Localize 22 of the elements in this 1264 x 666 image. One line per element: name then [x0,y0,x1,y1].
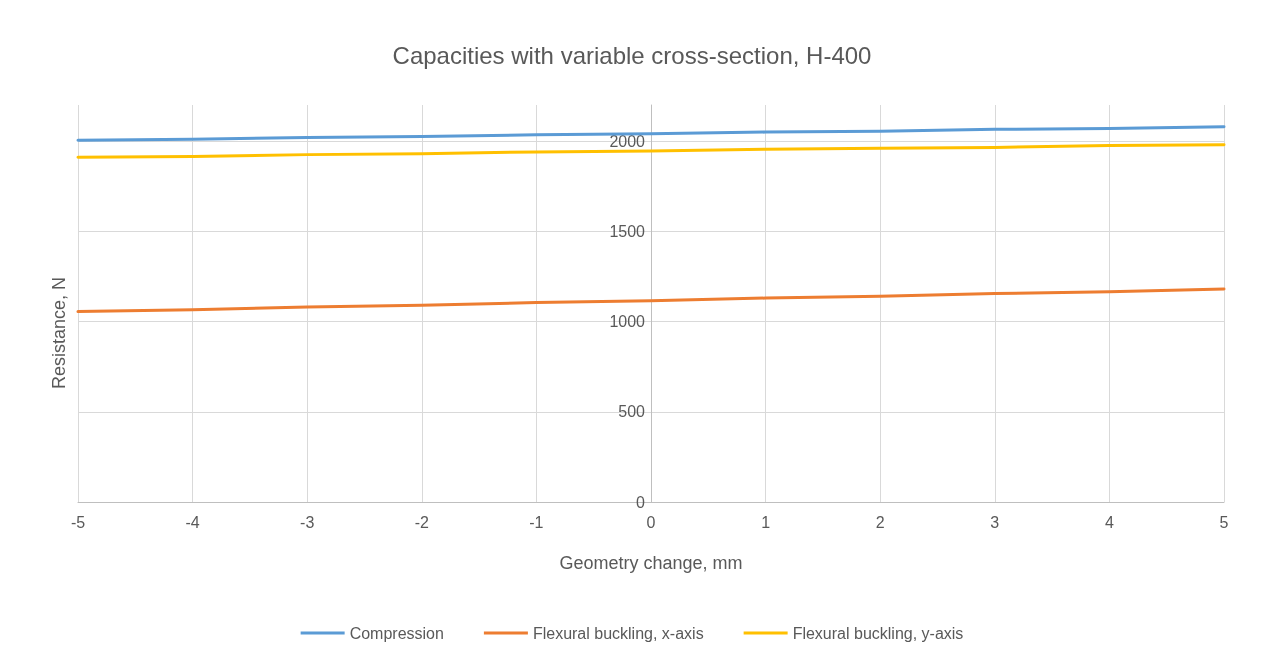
y-tick-label: 0 [636,493,646,511]
chart-title: Capacities with variable cross-section, H-400 [392,41,872,69]
x-tick-label: -5 [70,513,86,531]
x-tick-label: 5 [1219,513,1229,531]
y-tick-label: 2000 [609,132,646,150]
x-tick-label: 4 [1104,513,1114,531]
legend-label: Compression [349,624,444,642]
line-series [76,287,1226,314]
y-tick-label: 1500 [609,222,646,240]
y-tick-label: 500 [618,403,646,421]
y-tick-label: 1000 [609,313,646,331]
legend-label: Flexural buckling, x-axis [532,624,704,642]
x-tick-label: -1 [529,513,544,531]
legend-label: Flexural buckling, y-axis [792,624,964,642]
x-tick-label: -3 [300,513,315,531]
x-axis-title: Geometry change, mm [559,553,743,573]
y-axis-title: Resistance, N [49,276,69,390]
x-tick-label: 3 [990,513,1000,531]
x-tick-label: -4 [185,513,200,531]
x-tick-label: 1 [761,513,771,531]
x-tick-label: 2 [875,513,885,531]
x-tick-label: -2 [414,513,430,531]
